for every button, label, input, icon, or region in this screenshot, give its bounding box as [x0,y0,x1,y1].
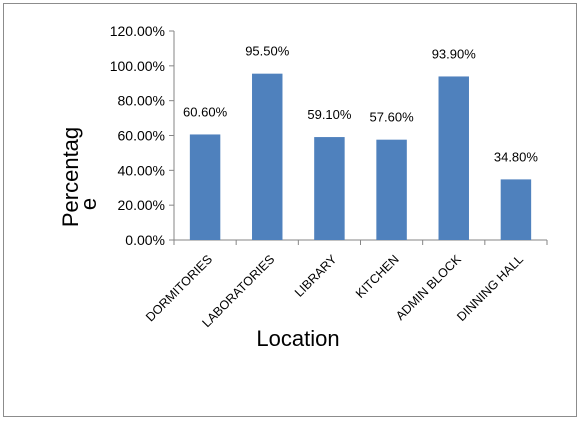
category-label: DINNING HALL [454,252,526,324]
bar-admin-block [438,76,469,241]
data-label: 34.80% [494,149,539,164]
x-axis [173,239,548,245]
y-axis-title-line-2: e [76,198,101,210]
y-tick-label: 20.00% [118,197,165,213]
y-tick-label: 0.00% [125,232,165,248]
y-axis: 0.00% 20.00% 40.00% 60.00% 80.00% 100.00% 120.… [110,23,175,248]
data-label: 59.10% [307,107,352,122]
chart-frame [3,3,577,417]
y-tick-label: 80.00% [118,93,165,109]
data-label: 93.90% [432,46,477,61]
y-tick-label: 40.00% [118,162,165,178]
x-axis-title: Location [256,326,339,351]
bar-dormitories [189,134,221,240]
value-labels: 60.60% 95.50% 59.10% 57.60% 93.90% 34.80% [183,44,538,165]
y-tick-label: 100.00% [110,58,165,74]
bar-dinning-hall [500,179,532,240]
category-label: DORMITORIES [143,252,215,324]
data-label: 95.50% [245,44,290,59]
bar-kitchen [376,139,407,240]
category-label: KITCHEN [353,252,402,301]
y-tick-label: 120.00% [110,23,165,39]
bar-laboratories [252,73,283,240]
bars [189,73,532,241]
data-label: 60.60% [183,104,228,119]
category-label: LIBRARY [292,252,340,300]
data-label: 57.60% [370,110,415,125]
bar-library [314,137,345,240]
category-label: ADMIN BLOCK [393,252,464,323]
y-axis-title-line-1: Percentag [58,127,83,227]
y-tick-label: 60.00% [118,128,165,144]
